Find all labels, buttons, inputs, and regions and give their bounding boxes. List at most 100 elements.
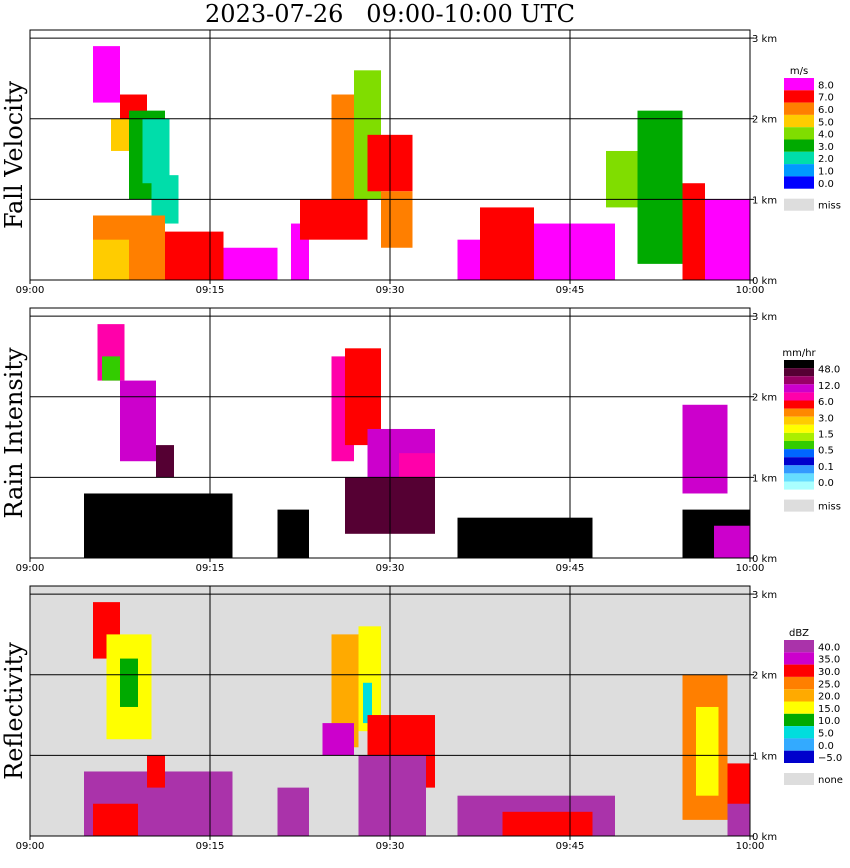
echo-cell-4 — [156, 445, 174, 478]
echo-cell-11 — [457, 517, 503, 558]
legend-swatch — [784, 652, 814, 665]
legend-unit: dBZ — [789, 628, 809, 639]
legend-label: 20.0 — [818, 692, 840, 703]
legend-swatch — [784, 738, 814, 751]
legend: dBZ 40.0 35.030.025.0 20.015.010.05.0 0.0−5.… — [784, 628, 843, 786]
legend-label: 3.0 — [818, 142, 834, 153]
echo-cell-18 — [727, 803, 750, 836]
x-tick-label: 09:15 — [196, 285, 225, 296]
echo-cell-12 — [277, 787, 309, 836]
legend-swatch — [784, 713, 814, 727]
panel-0: 09:00 09:15 09:30 09:45 10:000 km 1 km 2 km 3 k… — [16, 29, 841, 296]
legend-swatch — [784, 368, 814, 377]
legend-unit: mm/hr — [782, 348, 816, 359]
echo-cell-20 — [637, 110, 683, 264]
legend-swatch — [784, 164, 814, 177]
y-tick-label: 2 km — [752, 393, 777, 404]
echo-cell-5 — [111, 118, 129, 151]
echo-cell-17 — [480, 207, 534, 280]
echo-cell-2 — [120, 658, 138, 707]
legend-swatch — [784, 432, 814, 441]
x-tick-label: 10:00 — [736, 841, 765, 852]
echo-cell-0 — [93, 46, 120, 103]
x-tick-label: 09:00 — [16, 563, 45, 574]
echo-cell-5 — [147, 755, 165, 788]
echo-cells — [84, 602, 750, 836]
legend-swatch — [784, 441, 814, 450]
echo-cell-10 — [322, 723, 354, 756]
legend-miss-label: miss — [818, 201, 841, 212]
legend-swatch — [784, 416, 814, 425]
panel-2: 09:00 09:15 09:30 09:45 10:000 km 1 km 2 km 3 k… — [16, 585, 843, 852]
x-tick-label: 09:45 — [556, 841, 585, 852]
echo-cell-22 — [705, 199, 750, 280]
legend-label: 4.0 — [818, 130, 834, 141]
y-tick-label: 3 km — [752, 34, 777, 45]
legend-swatch — [784, 151, 814, 165]
echo-cell-15 — [381, 191, 413, 248]
legend-swatch — [784, 473, 814, 482]
legend-label: −5.0 — [818, 753, 842, 764]
x-tick-label: 09:45 — [556, 563, 585, 574]
echo-cell-9 — [277, 509, 309, 558]
legend-swatch — [784, 176, 814, 189]
legend-swatch — [784, 408, 814, 417]
legend-swatch — [784, 127, 814, 140]
legend-label: 25.0 — [818, 679, 840, 690]
legend-swatch — [784, 465, 814, 474]
x-tick-label: 10:00 — [736, 285, 765, 296]
echo-cell-9 — [223, 247, 278, 280]
legend-swatch — [784, 392, 814, 401]
legend-label: 5.0 — [818, 117, 834, 128]
legend-swatch — [784, 676, 814, 690]
y-tick-label: 0 km — [752, 554, 777, 565]
echo-cell-18 — [534, 223, 615, 280]
legend-swatch — [784, 750, 814, 763]
x-tick-label: 10:00 — [736, 563, 765, 574]
x-tick-label: 09:45 — [556, 285, 585, 296]
y-tick-label: 3 km — [752, 590, 777, 601]
legend-label: 5.0 — [818, 728, 834, 739]
x-tick-label: 09:30 — [376, 285, 405, 296]
legend-label: 6.0 — [818, 397, 834, 408]
echo-cell-12 — [502, 517, 593, 558]
legend-label: 0.5 — [818, 446, 834, 457]
legend-swatch — [784, 640, 814, 653]
legend-label: 0.0 — [818, 179, 834, 190]
legend-swatch — [784, 376, 814, 385]
legend-label: 7.0 — [818, 93, 834, 104]
legend-label: 0.0 — [818, 478, 834, 489]
y-tick-label: 0 km — [752, 832, 777, 843]
echo-cell-3 — [84, 493, 233, 558]
legend-label: 15.0 — [818, 704, 840, 715]
legend-swatch — [784, 102, 814, 115]
legend: m/s 8.0 7.06.05.0 4.03.02.01.0 0.0 miss — [784, 66, 841, 212]
echo-cell-14 — [682, 404, 728, 494]
legend-label: 6.0 — [818, 105, 834, 116]
legend-label: 1.0 — [818, 166, 834, 177]
legend-label: 12.0 — [818, 381, 840, 392]
legend-swatch — [784, 424, 814, 433]
legend-label: 0.0 — [818, 741, 834, 752]
legend-label: 10.0 — [818, 716, 840, 727]
echo-cell-4 — [93, 803, 138, 836]
x-tick-label: 09:30 — [376, 841, 405, 852]
x-tick-label: 09:00 — [16, 841, 45, 852]
legend-label: 1.5 — [818, 430, 834, 441]
echo-cell-14 — [502, 811, 593, 836]
echo-cell-2 — [120, 380, 156, 462]
legend-label: 3.0 — [818, 413, 834, 424]
legend-label: 35.0 — [818, 655, 840, 666]
legend-label: 48.0 — [818, 365, 840, 376]
legend-label: 0.1 — [818, 462, 834, 473]
echo-cell-3 — [142, 118, 170, 184]
y-tick-label: 1 km — [752, 195, 777, 206]
legend-swatch — [784, 400, 814, 409]
legend-swatch — [784, 90, 814, 103]
echo-cell-8 — [165, 231, 224, 280]
legend-label: 40.0 — [818, 642, 840, 653]
echo-cell-7 — [93, 239, 129, 280]
legend-label: 2.0 — [818, 154, 834, 165]
y-tick-label: 1 km — [752, 473, 777, 484]
echo-cell-8 — [363, 682, 372, 724]
